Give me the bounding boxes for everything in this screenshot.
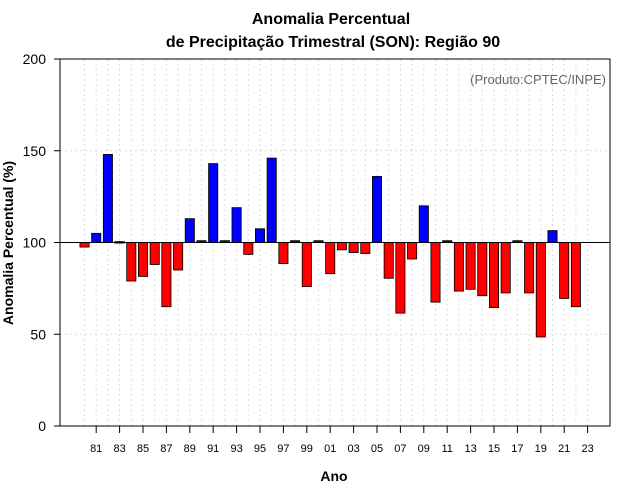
x-tick-label: 15: [488, 443, 500, 455]
x-axis-title: Ano: [320, 468, 347, 484]
bar-84: [126, 242, 137, 282]
x-tick-label: 99: [301, 443, 313, 455]
bar-14: [477, 242, 488, 297]
x-tick-label: 89: [184, 443, 196, 455]
bar-16: [500, 242, 511, 294]
bar-97: [278, 242, 289, 265]
x-tick-label: 97: [277, 443, 289, 455]
x-tick-label: 17: [511, 443, 523, 455]
x-tick-label: 81: [90, 443, 102, 455]
product-annotation: (Produto:CPTEC/INPE): [470, 72, 606, 87]
bar-96: [266, 157, 277, 243]
x-tick-label: 23: [581, 443, 593, 455]
bar-93: [231, 207, 242, 243]
bar-10: [430, 242, 441, 303]
x-tick-label: 91: [207, 443, 219, 455]
bar-13: [465, 242, 476, 290]
x-tick-label: 85: [137, 443, 149, 455]
chart-title: Anomalia Percentual: [252, 11, 410, 28]
bar-88: [173, 242, 184, 271]
bar-20: [547, 230, 558, 243]
bar-06: [383, 242, 394, 279]
bar-01: [325, 242, 336, 275]
bar-86: [149, 242, 160, 265]
bar-94: [243, 242, 254, 255]
bar-22: [570, 242, 581, 308]
chart-subtitle: de Precipitação Trimestral (SON): Região…: [166, 34, 500, 51]
bar-19: [535, 242, 546, 338]
bar-89: [184, 218, 195, 243]
bar-21: [559, 242, 570, 299]
bar-91: [208, 163, 219, 243]
bar-04: [360, 242, 371, 254]
x-tick-label: 03: [347, 443, 359, 455]
y-tick-label: 0: [38, 418, 46, 434]
bar-85: [137, 242, 148, 277]
y-tick-label: 150: [23, 143, 47, 159]
bar-18: [524, 242, 535, 294]
x-tick-label: 13: [464, 443, 476, 455]
x-tick-label: 19: [535, 443, 547, 455]
bar-99: [301, 242, 312, 287]
bar-02: [336, 242, 347, 251]
x-tick-label: 83: [113, 443, 125, 455]
y-tick-label: 100: [23, 235, 47, 251]
x-tick-label: 05: [371, 443, 383, 455]
x-tick-label: 09: [418, 443, 430, 455]
x-axis: 81 83 85 87 89 91 93 95 97 99 01 03 05 07 09 11 13 15 17 19…: [90, 426, 594, 455]
grid: [60, 59, 610, 426]
bar-09: [418, 205, 429, 243]
x-tick-label: 11: [441, 443, 452, 455]
bar-95: [254, 228, 265, 243]
x-tick-label: 93: [230, 443, 242, 455]
y-tick-label: 50: [30, 326, 46, 342]
bar-87: [161, 242, 172, 308]
bar-82: [102, 154, 113, 243]
bar-12: [453, 242, 464, 292]
x-tick-label: 07: [394, 443, 406, 455]
bar-81: [91, 232, 102, 243]
bar-08: [407, 242, 418, 260]
bar-03: [348, 242, 359, 253]
x-tick-label: 87: [160, 443, 172, 455]
bar-15: [488, 242, 499, 309]
y-axis-title: Anomalia Percentual (%): [0, 161, 16, 325]
x-tick-label: 95: [254, 443, 266, 455]
y-tick-label: 200: [23, 51, 47, 67]
x-tick-label: 21: [558, 443, 570, 455]
y-axis: 0 50 100 150 200: [23, 51, 60, 434]
bar-05: [371, 176, 382, 243]
bar-80: [79, 242, 90, 248]
x-tick-label: 01: [324, 443, 336, 455]
bar-07: [395, 242, 406, 314]
